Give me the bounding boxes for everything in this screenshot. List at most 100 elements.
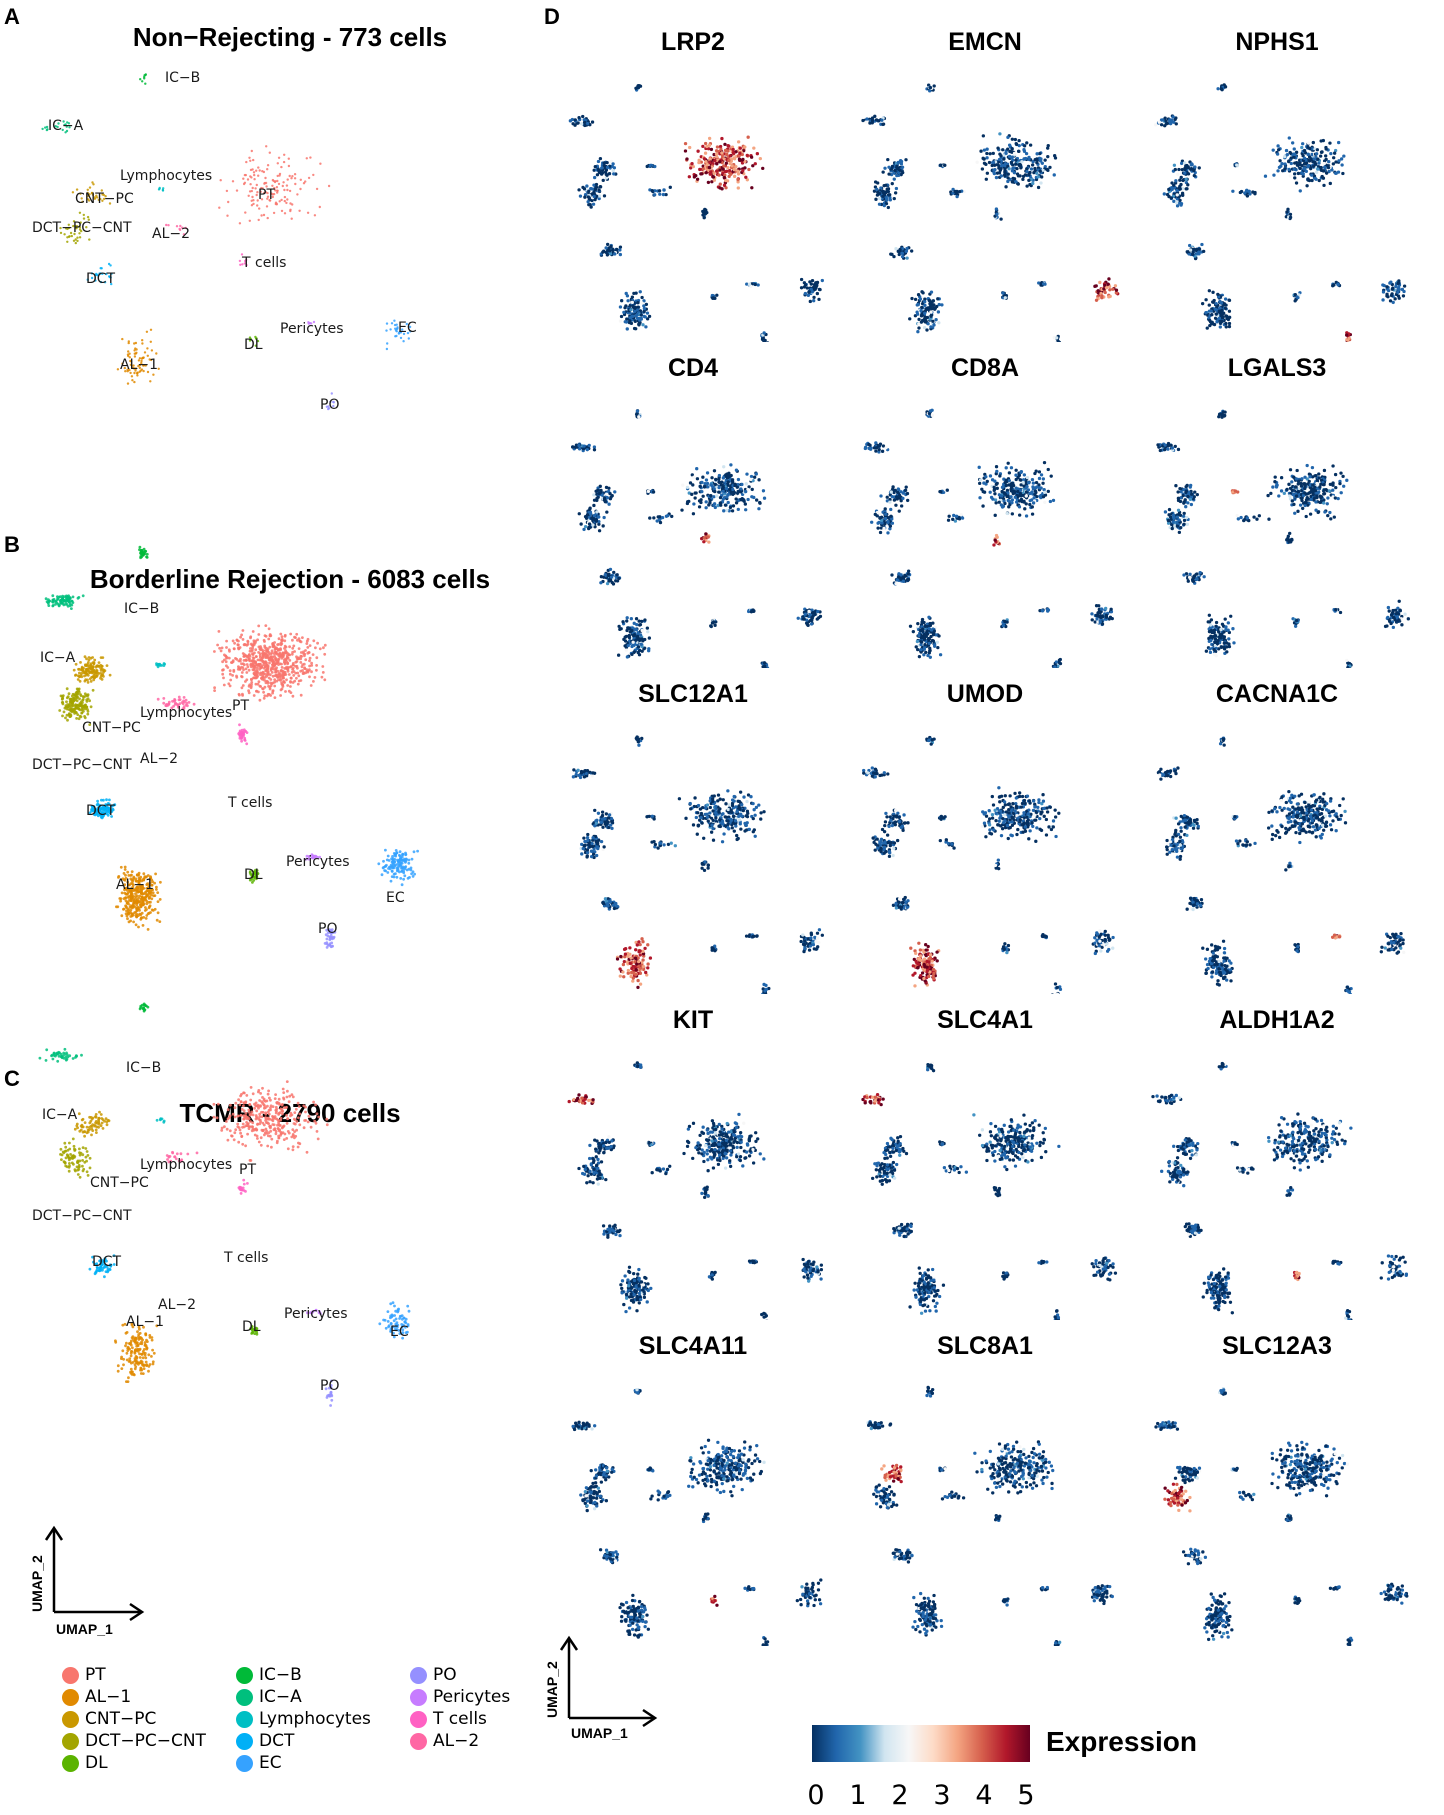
- data-point: [78, 1147, 81, 1151]
- gene-title: EMCN: [948, 28, 1022, 56]
- data-point: [329, 1404, 332, 1407]
- data-point: [212, 1115, 216, 1119]
- data-point: [92, 668, 96, 672]
- data-point: [305, 157, 308, 160]
- data-point: [291, 1145, 295, 1148]
- data-point: [297, 679, 301, 683]
- data-point: [296, 1145, 300, 1149]
- data-point: [269, 1108, 272, 1112]
- data-point: [286, 1117, 290, 1120]
- data-point: [141, 339, 144, 342]
- cluster-points-pt: [213, 624, 327, 702]
- data-point: [146, 1340, 149, 1343]
- data-point: [97, 1116, 101, 1120]
- data-point: [88, 723, 92, 726]
- data-point: [74, 1169, 77, 1173]
- data-point: [68, 126, 71, 129]
- cluster-label: EC: [386, 890, 405, 906]
- data-point: [1103, 283, 1107, 288]
- data-point: [127, 340, 130, 343]
- data-point: [71, 191, 75, 194]
- data-point: [138, 370, 141, 373]
- data-point: [142, 1325, 145, 1329]
- data-point: [725, 179, 730, 183]
- data-point: [276, 653, 280, 656]
- data-point: [161, 189, 165, 192]
- data-point: [225, 646, 228, 649]
- data-point: [121, 337, 124, 341]
- data-point: [1040, 161, 1044, 165]
- data-point: [80, 711, 84, 715]
- data-point: [311, 1310, 315, 1313]
- data-point: [936, 297, 940, 301]
- data-point: [283, 195, 287, 199]
- data-point: [51, 1057, 55, 1061]
- data-point: [80, 675, 84, 679]
- data-point: [274, 1111, 278, 1115]
- data-point: [89, 670, 93, 674]
- data-point: [585, 184, 589, 188]
- data-point: [260, 186, 263, 190]
- data-point: [300, 655, 303, 658]
- data-point: [174, 1157, 178, 1161]
- data-point: [988, 152, 992, 156]
- data-point: [1006, 176, 1010, 180]
- data-point: [688, 145, 692, 150]
- data-point: [100, 678, 104, 681]
- data-point: [123, 888, 126, 892]
- data-point: [714, 152, 719, 156]
- data-point: [132, 1373, 136, 1377]
- data-point: [1018, 174, 1022, 178]
- data-point: [283, 199, 286, 203]
- data-point: [378, 1322, 382, 1326]
- data-point: [72, 1144, 76, 1148]
- data-point: [158, 662, 162, 666]
- data-point: [285, 201, 288, 205]
- data-point: [85, 705, 89, 709]
- data-point: [105, 664, 109, 667]
- data-point: [1043, 158, 1047, 162]
- data-point: [133, 380, 136, 384]
- data-point: [919, 309, 923, 313]
- data-point: [233, 641, 237, 645]
- data-point: [251, 168, 254, 171]
- data-point: [728, 168, 732, 173]
- data-point: [1014, 158, 1018, 162]
- data-point: [291, 681, 295, 684]
- data-point: [62, 120, 65, 123]
- gene-title: NPHS1: [1235, 28, 1319, 56]
- data-point: [731, 147, 735, 152]
- data-point: [239, 1100, 243, 1104]
- data-point: [734, 165, 738, 169]
- data-point: [1039, 181, 1043, 185]
- data-point: [100, 673, 104, 677]
- data-point: [254, 1101, 258, 1105]
- data-point: [192, 702, 196, 706]
- data-point: [265, 145, 268, 148]
- data-point: [1220, 309, 1224, 313]
- data-point: [273, 680, 277, 684]
- data-point: [1329, 151, 1333, 156]
- data-point: [141, 896, 145, 900]
- data-point: [315, 1130, 319, 1133]
- data-point: [247, 668, 251, 672]
- data-point: [129, 363, 133, 366]
- data-point: [83, 674, 86, 678]
- data-point: [131, 1361, 135, 1364]
- cluster-points-dct: [86, 262, 113, 286]
- data-point: [817, 297, 821, 302]
- data-point: [265, 1132, 269, 1135]
- data-point: [261, 674, 265, 678]
- legend-item: AL−2: [410, 1730, 479, 1752]
- data-point: [291, 646, 295, 650]
- data-point: [122, 897, 126, 900]
- data-point: [77, 596, 81, 599]
- data-point: [611, 169, 615, 173]
- data-point: [808, 280, 812, 284]
- data-point: [251, 1330, 255, 1334]
- data-point: [596, 167, 601, 172]
- data-point: [227, 656, 231, 660]
- data-point: [149, 328, 153, 331]
- data-point: [601, 178, 605, 183]
- data-point: [133, 342, 136, 345]
